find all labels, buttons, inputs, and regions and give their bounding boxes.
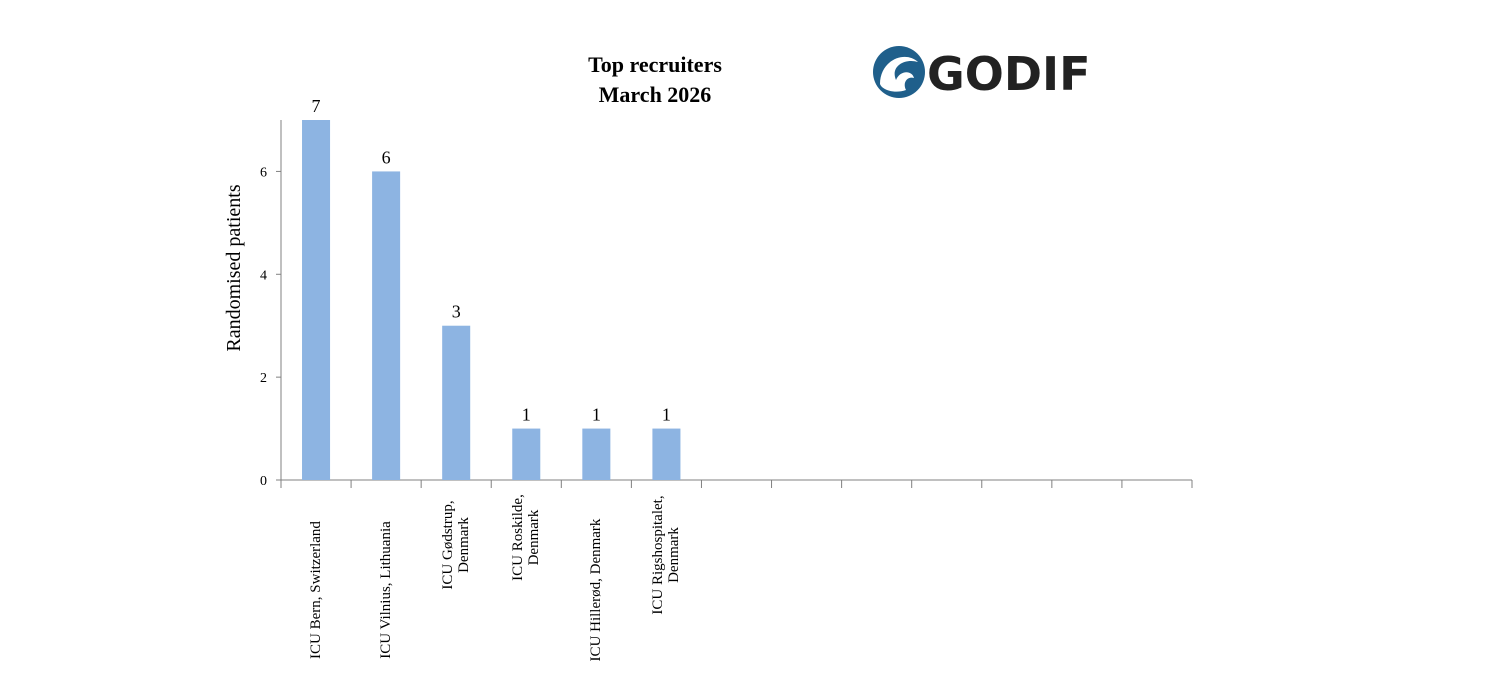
x-tick-label: ICU Bern, Switzerland: [308, 521, 325, 659]
bar: [372, 171, 401, 480]
chart-subtitle: March 2026: [599, 82, 712, 107]
chart-title: Top recruiters: [588, 52, 722, 77]
logo-text: GODIF: [927, 47, 1091, 101]
y-tick-label: 0: [260, 474, 267, 489]
data-label: 1: [522, 405, 531, 425]
x-tick-label: ICU Roskilde, Denmark: [510, 494, 543, 581]
x-tick-label: ICU Rigshospitalet, Denmark: [650, 495, 683, 615]
logo-wave: [880, 56, 918, 92]
y-tick-label: 2: [260, 371, 267, 386]
data-label: 6: [382, 147, 391, 167]
x-tick-label: ICU Hillerød, Denmark: [588, 518, 605, 662]
x-tick-label: ICU Gødstrup, Denmark: [440, 500, 473, 590]
y-tick-label: 4: [260, 268, 267, 283]
bar: [302, 120, 331, 480]
data-label: 1: [662, 405, 671, 425]
bar: [442, 325, 471, 480]
data-label: 1: [592, 405, 601, 425]
y-axis-label: Randomised patients: [223, 184, 245, 351]
data-label: 7: [312, 96, 321, 116]
bar: [582, 428, 611, 480]
bar: [512, 428, 541, 480]
x-tick-label: ICU Vilnius, Lithuania: [378, 521, 395, 659]
bar: [652, 428, 681, 480]
y-tick-label: 6: [260, 165, 267, 180]
data-label: 3: [452, 302, 461, 322]
logo: GODIF: [873, 46, 1091, 101]
